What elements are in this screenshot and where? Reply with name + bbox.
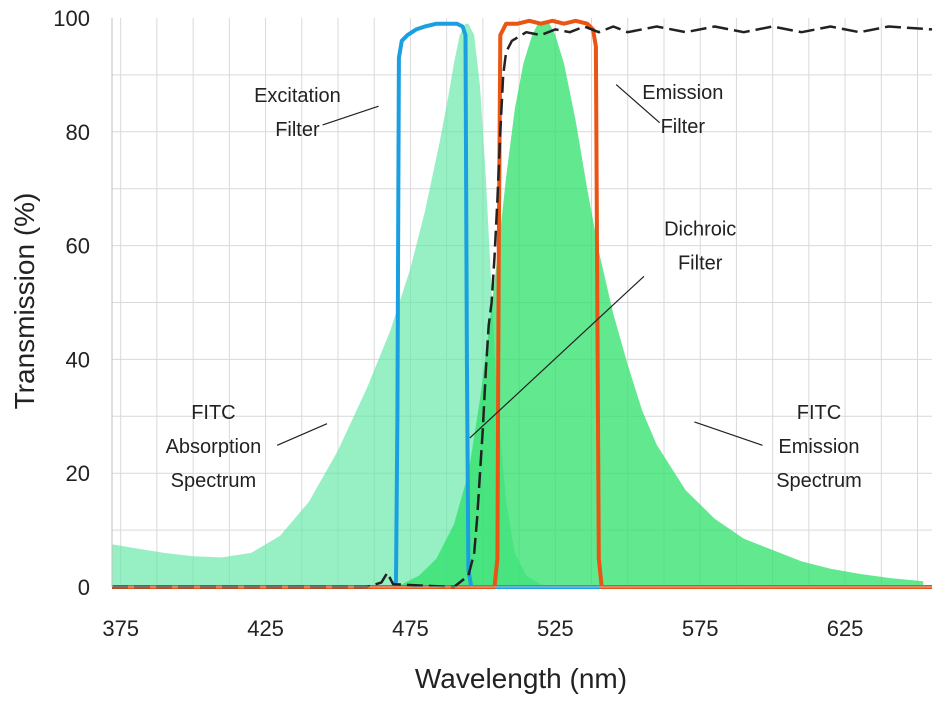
tick-labels: 375 425 475 525 575 625 0 20 40 60 80 100	[53, 6, 863, 641]
y-axis-title: Transmission (%)	[9, 193, 40, 410]
x-tick-label: 525	[537, 616, 574, 641]
x-tick-label: 575	[682, 616, 719, 641]
annotation-dichroic-filter: Dichroic Filter	[469, 219, 736, 439]
annotation-excitation-filter: Excitation Filter	[254, 85, 379, 141]
y-tick-label: 60	[66, 234, 90, 259]
annotation-fitc-emission-spectrum: FITC Emission Spectrum	[694, 402, 862, 492]
y-tick-label: 20	[66, 461, 90, 486]
x-tick-label: 475	[392, 616, 429, 641]
y-tick-label: 100	[53, 6, 90, 31]
y-tick-label: 80	[66, 120, 90, 145]
annotation-text: Filter	[275, 119, 320, 141]
x-tick-label: 375	[102, 616, 139, 641]
annotation-text: FITC	[797, 402, 841, 424]
annotation-pointer	[322, 105, 379, 126]
x-tick-label: 625	[827, 616, 864, 641]
annotations: Excitation Filter Emission Filter Dichroic Fi…	[166, 82, 862, 492]
annotation-text: Spectrum	[171, 470, 257, 492]
series-fitc-absorption-spectrum	[112, 23, 556, 587]
series-excitation-filter	[112, 21, 932, 589]
annotation-emission-filter: Emission Filter	[615, 82, 723, 138]
annotation-text: FITC	[191, 402, 235, 424]
annotation-pointer	[469, 275, 645, 439]
spectra-fills	[112, 20, 924, 588]
annotation-text: Spectrum	[776, 470, 862, 492]
y-tick-label: 40	[66, 347, 90, 372]
annotation-fitc-absorption-spectrum: FITC Absorption Spectrum	[166, 402, 328, 492]
y-tick-label: 0	[78, 575, 90, 600]
annotation-pointer	[615, 84, 661, 124]
annotation-text: Filter	[661, 116, 706, 138]
x-axis-title: Wavelength (nm)	[415, 663, 627, 694]
x-tick-label: 425	[247, 616, 284, 641]
annotation-text: Absorption	[166, 436, 262, 458]
filter-lines	[112, 18, 933, 589]
annotation-text: Excitation	[254, 85, 341, 107]
annotation-text: Emission	[778, 436, 859, 458]
annotation-text: Filter	[678, 253, 723, 275]
series-emission-filter	[112, 18, 932, 589]
annotation-text: Dichroic	[664, 219, 736, 241]
series-dichroic-filter	[112, 25, 933, 589]
annotation-text: Emission	[642, 82, 723, 104]
series-fitc-emission-spectrum	[384, 20, 924, 588]
annotation-pointer	[276, 423, 328, 446]
plot-frame	[111, 18, 932, 588]
annotation-pointer	[694, 421, 763, 446]
